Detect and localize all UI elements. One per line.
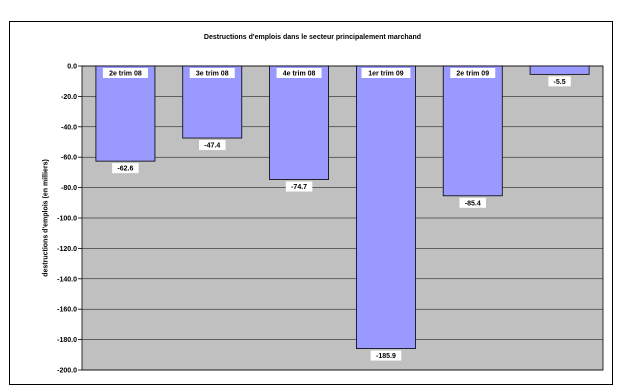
value-label: -185.9: [376, 353, 396, 360]
value-label: -74.7: [291, 184, 307, 191]
category-label-bg: [361, 68, 411, 78]
bar: [95, 65, 156, 162]
value-label-bg: [548, 76, 571, 87]
y-tick-labels: 0.0 -20.0 -40.0 -60.0 -80.0 -100.0 -120.0 -140.…: [57, 64, 77, 375]
data-labels: 2e trim 08 -62.6 3e trim 08 -47.4 4e trim 08…: [102, 68, 571, 361]
y-tick-label: -200.0: [57, 368, 77, 375]
gridlines: [78, 65, 603, 371]
bars: [95, 65, 590, 349]
y-tick-label: -40.0: [61, 124, 77, 131]
value-label-bg: [459, 197, 486, 208]
bar: [269, 65, 330, 180]
category-label-bg: [102, 68, 148, 78]
y-tick-label: -60.0: [61, 155, 77, 162]
bar: [182, 65, 243, 139]
value-label: -85.4: [465, 200, 481, 207]
category-label-bg: [189, 68, 235, 78]
value-label-bg: [370, 350, 402, 361]
value-label: -62.6: [117, 166, 133, 173]
category-label-bg: [450, 68, 496, 78]
chart-title: Destructions d'emplois dans le secteur p…: [203, 34, 422, 41]
value-label-bg: [285, 181, 313, 192]
y-tick-label: -20.0: [61, 94, 77, 101]
y-tick-label: 0.0: [67, 64, 77, 71]
category-label-bg: [276, 68, 322, 78]
bar: [529, 65, 590, 75]
y-tick-label: -80.0: [61, 185, 77, 192]
y-tick-label: -160.0: [57, 307, 77, 314]
category-label: 3e trim 08: [196, 71, 229, 78]
value-label-bg: [199, 140, 226, 151]
category-label: 2e trim 09: [456, 71, 489, 78]
category-label: 2e trim 08: [109, 71, 142, 78]
value-label: -47.4: [204, 143, 220, 150]
bar: [442, 65, 503, 197]
y-tick-label: -120.0: [57, 246, 77, 253]
category-label: 1er trim 09: [368, 71, 404, 78]
category-label: 4e trim 08: [283, 71, 316, 78]
value-label: -5.5: [554, 79, 566, 86]
y-tick-label: -180.0: [57, 337, 77, 344]
value-label-bg: [112, 163, 139, 174]
y-tick-label: -140.0: [57, 276, 77, 283]
y-tick-label: -100.0: [57, 216, 77, 223]
bar: [355, 65, 416, 349]
